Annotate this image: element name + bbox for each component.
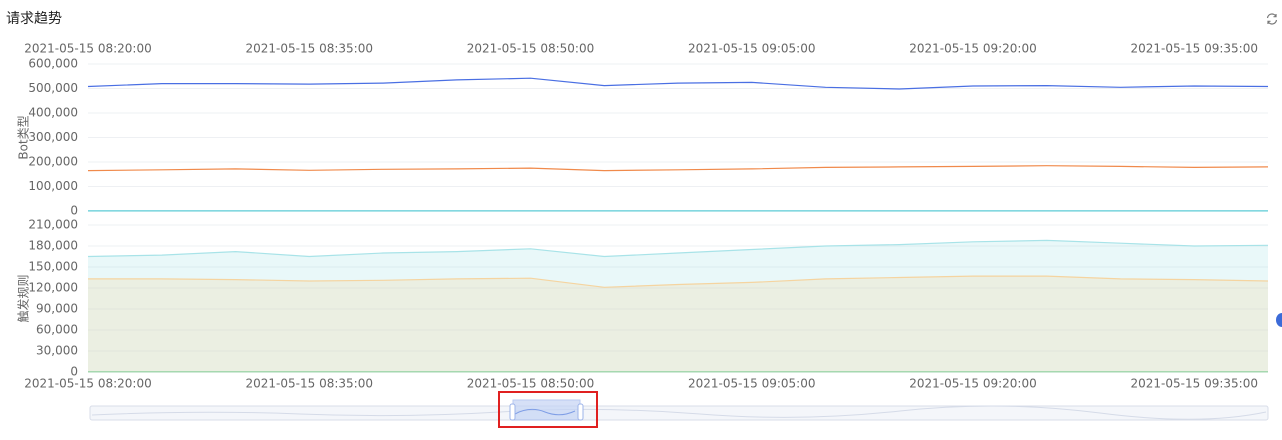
series-line: [88, 166, 1268, 171]
y-tick-label: 210,000: [28, 218, 78, 232]
x-tick-label: 2021-05-15 09:05:00: [688, 377, 815, 391]
area: [88, 276, 1268, 372]
y-tick-label: 180,000: [28, 239, 78, 253]
y-tick-label: 30,000: [36, 344, 78, 358]
x-tick-label: 2021-05-15 09:35:00: [1131, 42, 1258, 56]
x-tick-label: 2021-05-15 08:35:00: [246, 377, 373, 391]
y-axis-label: 触发规则: [16, 274, 31, 322]
x-tick-label: 2021-05-15 09:20:00: [909, 377, 1036, 391]
zoom-slider[interactable]: [90, 392, 1268, 427]
x-tick-label: 2021-05-15 09:35:00: [1131, 377, 1258, 391]
series-line: [88, 78, 1268, 89]
y-axis-label: Bot类型: [17, 115, 31, 159]
charts: 0 100,000 200,000 300,000 400,000 500,000 600,…: [16, 42, 1269, 391]
x-tick-label: 2021-05-15 09:20:00: [909, 42, 1036, 56]
refresh-icon[interactable]: [1268, 14, 1277, 24]
y-tick-label: 200,000: [28, 155, 78, 169]
x-tick-label: 2021-05-15 08:50:00: [467, 42, 594, 56]
x-tick-label: 2021-05-15 08:20:00: [24, 42, 151, 56]
y-tick-label: 90,000: [36, 302, 78, 316]
side-handle[interactable]: [1276, 313, 1282, 327]
x-tick-label: 2021-05-15 08:50:00: [467, 377, 594, 391]
y-tick-label: 600,000: [28, 57, 78, 71]
y-tick-label: 60,000: [36, 323, 78, 337]
y-tick-label: 120,000: [28, 281, 78, 295]
x-tick-label: 2021-05-15 09:05:00: [688, 42, 815, 56]
x-tick-label: 2021-05-15 08:35:00: [246, 42, 373, 56]
y-tick-label: 150,000: [28, 260, 78, 274]
y-tick-label: 400,000: [28, 106, 78, 120]
y-tick-label: 300,000: [28, 130, 78, 144]
y-tick-label: 0: [70, 204, 78, 218]
x-tick-label: 2021-05-15 08:20:00: [24, 377, 151, 391]
y-tick-label: 500,000: [28, 81, 78, 95]
y-tick-label: 100,000: [28, 179, 78, 193]
panel-title: 请求趋势: [6, 11, 62, 27]
